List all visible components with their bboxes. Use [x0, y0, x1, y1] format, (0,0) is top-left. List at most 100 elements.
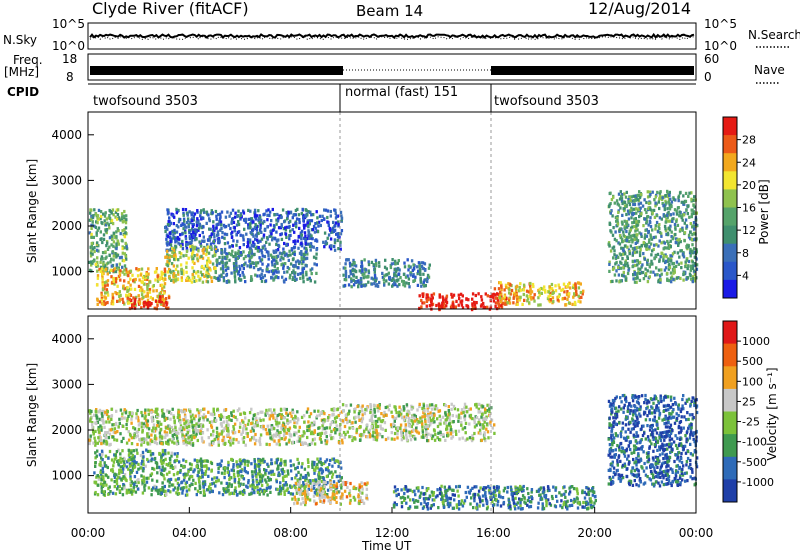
scatter-cell	[614, 230, 617, 234]
scatter-cell	[236, 470, 239, 474]
scatter-cell	[155, 462, 159, 466]
scatter-cell	[257, 209, 260, 213]
scatter-cell	[628, 232, 631, 236]
scatter-cell	[276, 261, 279, 265]
scatter-cell	[556, 298, 559, 302]
scatter-cell	[187, 278, 190, 282]
scatter-cell	[123, 410, 126, 414]
scatter-cell	[194, 429, 197, 433]
scatter-cell	[263, 228, 267, 232]
scatter-cell	[286, 211, 289, 215]
scatter-cell	[289, 420, 292, 424]
scatter-cell	[217, 440, 220, 444]
scatter-cell	[615, 255, 618, 259]
scatter-cell	[220, 251, 223, 255]
scatter-cell	[206, 418, 209, 422]
scatter-cell	[294, 414, 297, 418]
scatter-cell	[201, 431, 205, 435]
scatter-cell	[199, 490, 202, 495]
scatter-cell	[671, 237, 674, 241]
scatter-cell	[169, 490, 172, 494]
scatter-cell	[267, 270, 270, 274]
scatter-cell	[238, 425, 242, 429]
scatter-cell	[654, 235, 657, 239]
scatter-cell	[107, 475, 110, 479]
scatter-cell	[248, 256, 252, 261]
scatter-cell	[285, 483, 288, 487]
scatter-cell	[294, 278, 297, 282]
scatter-cell	[189, 415, 193, 419]
scatter-cell	[201, 424, 205, 428]
scatter-cell	[137, 467, 140, 471]
scatter-cell	[375, 283, 379, 287]
scatter-cell	[347, 283, 351, 287]
scatter-cell	[138, 422, 142, 426]
scatter-cell	[220, 424, 224, 428]
scatter-cell	[659, 278, 662, 282]
colorbar-segment	[723, 117, 737, 136]
scatter-cell	[203, 274, 206, 278]
scatter-cell	[420, 284, 423, 288]
scatter-cell	[106, 283, 109, 287]
scatter-cell	[96, 441, 99, 445]
scatter-cell	[89, 251, 93, 255]
scatter-cell	[305, 246, 308, 251]
scatter-cell	[174, 426, 177, 430]
scatter-cell	[202, 225, 205, 229]
scatter-cell	[146, 442, 150, 446]
scatter-cell	[373, 281, 376, 285]
scatter-cell	[393, 281, 396, 285]
scatter-cell	[101, 281, 104, 285]
scatter-cell	[285, 442, 288, 446]
scatter-cell	[504, 283, 508, 287]
scatter-cell	[672, 265, 676, 269]
scatter-cell	[205, 273, 208, 277]
scatter-cell	[312, 255, 316, 259]
scatter-cell	[410, 259, 414, 263]
scatter-cell	[402, 272, 406, 276]
scatter-cell	[98, 437, 102, 441]
scatter-cell	[211, 211, 214, 215]
scatter-cell	[224, 225, 228, 229]
scatter-cell	[204, 415, 207, 419]
scatter-cell	[190, 420, 194, 424]
scatter-cell	[354, 280, 358, 284]
scatter-cell	[145, 476, 148, 480]
scatter-cell	[133, 462, 136, 466]
scatter-cell	[550, 282, 554, 287]
scatter-cell	[362, 276, 365, 280]
scatter-cell	[262, 235, 265, 239]
scatter-cell	[222, 415, 225, 419]
scatter-cell	[654, 255, 658, 259]
scatter-cell	[246, 434, 249, 438]
scatter-cell	[280, 468, 283, 472]
scatter-cell	[577, 286, 581, 290]
scatter-cell	[213, 476, 216, 480]
scatter-cell	[218, 432, 221, 436]
scatter-cell	[277, 254, 280, 258]
scatter-cell	[142, 462, 145, 466]
scatter-cell	[91, 261, 94, 265]
scatter-cell	[119, 456, 122, 460]
scatter-cell	[130, 436, 134, 440]
scatter-cell	[336, 408, 339, 412]
scatter-cell	[121, 245, 124, 249]
scatter-cell	[666, 213, 669, 217]
scatter-cell	[321, 427, 325, 431]
scatter-cell	[325, 426, 328, 430]
scatter-cell	[335, 232, 338, 236]
scatter-cell	[123, 464, 126, 468]
scatter-cell	[249, 230, 252, 235]
scatter-cell	[667, 241, 670, 245]
scatter-cell	[257, 240, 260, 244]
scatter-cell	[115, 292, 118, 296]
scatter-cell	[647, 231, 650, 235]
scatter-cell	[158, 488, 161, 492]
scatter-cell	[185, 425, 189, 429]
scatter-cell	[255, 478, 258, 482]
scatter-cell	[293, 421, 296, 425]
scatter-cell	[112, 279, 115, 283]
scatter-cell	[200, 423, 203, 427]
scatter-cell	[133, 433, 136, 437]
scatter-cell	[217, 437, 220, 441]
